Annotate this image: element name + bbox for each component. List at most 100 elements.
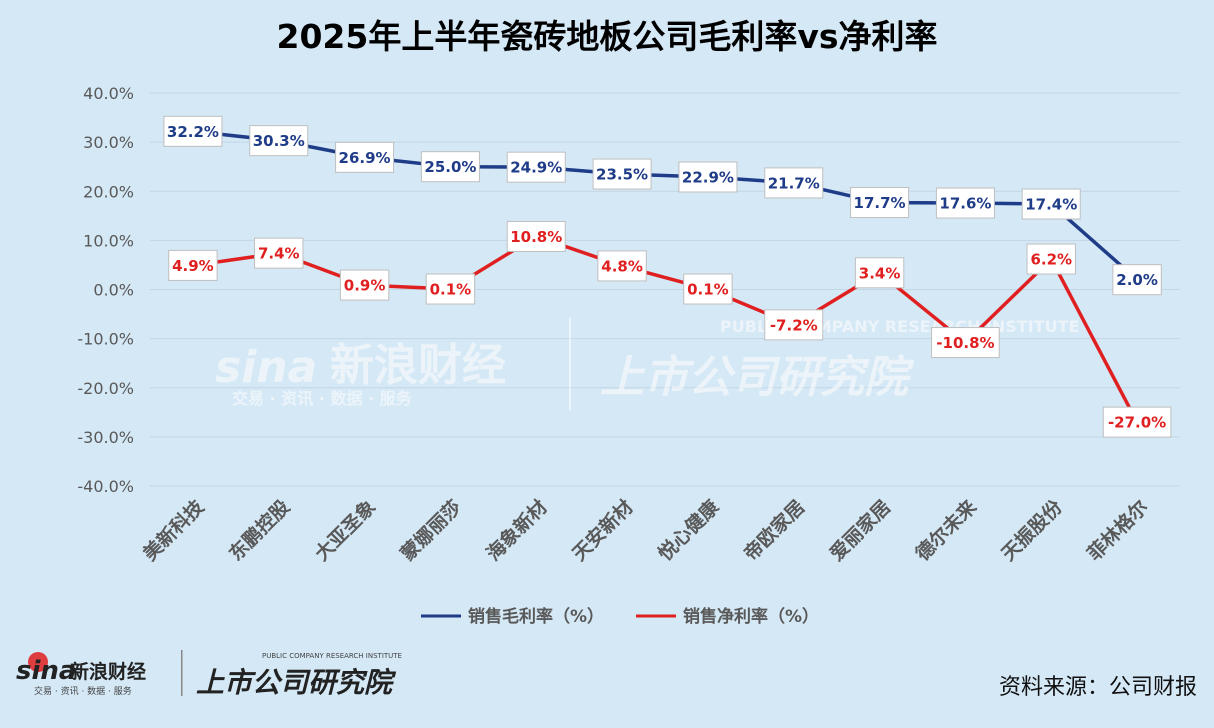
label-text: 26.9%	[339, 149, 391, 167]
label-box	[249, 125, 309, 157]
net-margin-label: 3.4%	[854, 257, 905, 289]
label-box	[425, 273, 476, 305]
footer-sina-sub: 交易 · 资讯 · 数据 · 服务	[34, 685, 132, 697]
footer-sina-logo: sina	[16, 656, 76, 686]
x-tick-label: 东鹏控股	[224, 495, 294, 565]
footer-sina-name: 新浪财经	[70, 660, 146, 683]
label-text: 6.2%	[1030, 251, 1072, 269]
legend-label-net: 销售净利率（%）	[683, 606, 819, 627]
label-text: 25.0%	[424, 158, 476, 176]
gross-margin-label: 25.0%	[420, 151, 480, 183]
label-box	[1102, 406, 1172, 438]
y-tick-label: -30.0%	[77, 428, 134, 447]
sina-eye-icon	[28, 652, 48, 672]
label-box	[931, 327, 1000, 359]
label-box	[854, 257, 905, 289]
label-text: -27.0%	[1108, 414, 1166, 432]
footer: sina 新浪财经 交易 · 资讯 · 数据 · 服务 PUBLIC COMPA…	[16, 650, 1197, 700]
watermark: sina 新浪财经 交易 · 资讯 · 数据 · 服务 上市公司研究院 PUBL…	[215, 317, 1079, 410]
x-tick-label: 天振股份	[997, 495, 1068, 566]
y-tick-label: 0.0%	[93, 281, 134, 300]
gross-margin-label: 17.7%	[850, 187, 910, 219]
y-tick-label: -10.0%	[77, 330, 134, 349]
label-text: 17.4%	[1025, 196, 1077, 214]
x-tick-label: 大亚圣象	[310, 495, 380, 565]
source-note: 资料来源：公司财报	[999, 675, 1197, 700]
net-margin-label: -10.8%	[931, 327, 1000, 359]
watermark-divider	[569, 318, 571, 410]
watermark-sina-name: 新浪财经	[330, 340, 506, 391]
x-tick-label: 蒙娜丽莎	[396, 495, 466, 565]
watermark-institute: 上市公司研究院	[600, 352, 915, 403]
watermark-sina-sub: 交易 · 资讯 · 数据 · 服务	[232, 389, 413, 408]
label-text: -10.8%	[936, 334, 994, 352]
data-labels: 32.2% 30.3% 26.9% 25.0% 24.9% 23.5% 22.9% 21.7%…	[163, 115, 1172, 438]
net-margin-label: 6.2%	[1026, 243, 1076, 275]
gross-margin-label: 24.9%	[506, 151, 566, 183]
y-tick-label: -40.0%	[77, 477, 134, 496]
label-box	[764, 167, 824, 199]
net-margin-label: 0.1%	[425, 273, 476, 305]
label-text: 3.4%	[859, 264, 901, 282]
label-box	[1112, 264, 1162, 296]
footer-institute: 上市公司研究院	[196, 666, 397, 699]
label-text: 32.2%	[167, 123, 219, 141]
label-text: 4.9%	[172, 257, 214, 275]
label-box	[506, 220, 566, 252]
y-tick-label: 40.0%	[83, 84, 134, 103]
label-text: 17.6%	[939, 195, 991, 213]
gross-margin-label: 22.9%	[678, 161, 738, 193]
gross-margin-line	[192, 129, 1139, 281]
label-box	[850, 187, 910, 219]
label-box	[935, 187, 995, 219]
gross-margin-label: 17.4%	[1021, 188, 1081, 220]
label-text: 0.1%	[430, 281, 472, 299]
y-tick-label: 20.0%	[83, 182, 134, 201]
legend: 销售毛利率（%） 销售净利率（%）	[421, 606, 819, 627]
x-tick-label: 帝欧家居	[739, 495, 809, 565]
footer-divider	[181, 650, 183, 696]
gross-margin-label: 23.5%	[592, 158, 652, 190]
x-tick-label: 海象新材	[482, 495, 552, 565]
label-text: 4.8%	[601, 257, 643, 275]
footer-institute-en: PUBLIC COMPANY RESEARCH INSTITUTE	[262, 652, 402, 660]
label-box	[683, 273, 733, 305]
label-text: 7.4%	[258, 245, 300, 263]
x-axis-ticks: 美新科技 东鹏控股 大亚圣象 蒙娜丽莎 海象新材 天安新材 悦心健康 帝欧家居 爱丽家居 德尔未来…	[138, 495, 1152, 566]
x-tick-label: 天安新材	[568, 495, 638, 565]
label-box	[592, 158, 652, 190]
label-box	[420, 151, 480, 183]
net-margin-label: 10.8%	[506, 220, 566, 252]
x-tick-label: 菲林格尔	[1083, 495, 1153, 565]
label-text: 0.1%	[687, 281, 729, 299]
label-box	[254, 237, 304, 269]
label-box	[678, 161, 738, 193]
label-text: 24.9%	[510, 159, 562, 177]
net-margin-label: -7.2%	[764, 309, 824, 341]
y-axis-ticks: 40.0% 30.0% 20.0% 10.0% 0.0% -10.0% -20.0% -30.…	[77, 84, 134, 496]
gross-margin-label: 2.0%	[1112, 264, 1162, 296]
label-text: 21.7%	[768, 174, 820, 192]
label-text: 30.3%	[253, 132, 305, 150]
gridlines	[150, 92, 1180, 487]
legend-label-gross: 销售毛利率（%）	[468, 606, 604, 627]
label-box	[1021, 188, 1081, 220]
label-text: 2.0%	[1116, 271, 1158, 289]
label-text: 0.9%	[344, 277, 386, 295]
net-margin-label: 0.1%	[683, 273, 733, 305]
label-text: 10.8%	[510, 228, 562, 246]
watermark-sina-logo: sina	[215, 342, 317, 393]
net-margin-label: 4.8%	[597, 250, 647, 282]
label-text: 17.7%	[854, 194, 906, 212]
y-tick-label: -20.0%	[77, 379, 134, 398]
net-margin-label: 7.4%	[254, 237, 304, 269]
gross-margin-label: 21.7%	[764, 167, 824, 199]
label-box	[506, 151, 566, 183]
gross-margin-label: 26.9%	[335, 141, 395, 173]
gross-margin-label: 30.3%	[249, 125, 309, 157]
label-box	[168, 249, 218, 281]
x-tick-label: 德尔未来	[911, 495, 981, 565]
net-margin-label: -27.0%	[1102, 406, 1172, 438]
label-box	[764, 309, 824, 341]
